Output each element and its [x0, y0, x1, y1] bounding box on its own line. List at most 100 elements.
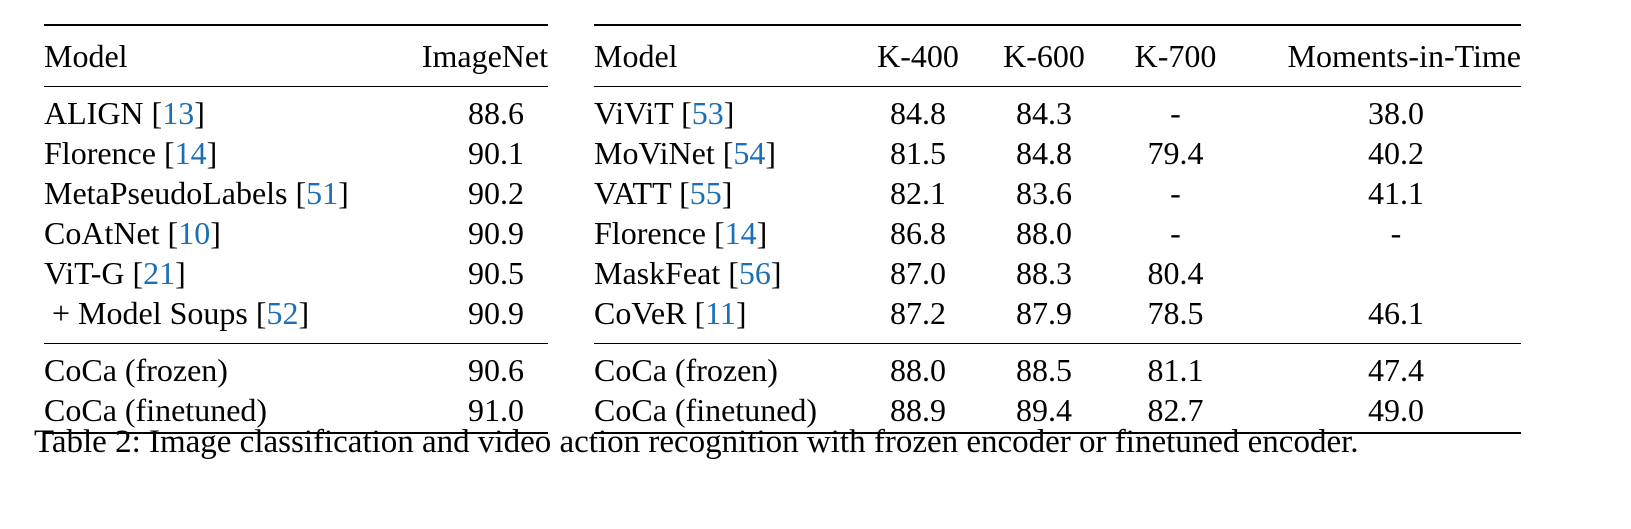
model-name: CoCa (frozen) — [44, 352, 228, 388]
k700-value: 82.7 — [1108, 390, 1243, 434]
k600-value: 88.0 — [1016, 215, 1072, 251]
table-row: ALIGN [13] 88.6 — [44, 87, 548, 134]
citation-link[interactable]: 13 — [162, 95, 195, 131]
k700-value: 79.4 — [1147, 135, 1204, 171]
table-row-coca: CoCa (frozen) 88.0 88.5 81.1 47.4 — [594, 343, 1521, 390]
table-row: MaskFeat [56] 87.0 88.3 80.4 — [594, 253, 1521, 293]
citation-close-bracket: ] — [298, 295, 310, 331]
citation-link[interactable]: 11 — [705, 295, 736, 331]
k400-value: 84.8 — [890, 95, 946, 131]
k600-value: 87.9 — [1016, 295, 1072, 331]
model-name-cell: Florence [14] — [44, 133, 404, 173]
citation-link[interactable]: 53 — [691, 95, 724, 131]
model-name-cell: VATT [55] — [594, 173, 856, 213]
model-name: MaskFeat — [594, 255, 729, 291]
model-name-cell: CoCa (frozen) — [44, 343, 404, 390]
citation-close-bracket: ] — [770, 255, 782, 291]
citation-link[interactable]: 52 — [266, 295, 299, 331]
table-row: Florence [14] 86.8 88.0 - - — [594, 213, 1521, 253]
k700-value: 81.1 — [1108, 343, 1243, 390]
citation-link[interactable]: 21 — [143, 255, 176, 291]
citation-close-bracket: ] — [756, 215, 768, 251]
model-name-cell: CoCa (finetuned) — [44, 390, 404, 434]
table-row: VATT [55] 82.1 83.6 - 41.1 — [594, 173, 1521, 213]
citation-link[interactable]: 14 — [174, 135, 207, 171]
model-name-cell: Florence [14] — [594, 213, 856, 253]
k700-value: - — [1170, 95, 1181, 131]
model-name-cell: ViViT [53] — [594, 87, 856, 134]
column-header-k400: K-400 — [856, 25, 980, 87]
moments-in-time-value: 41.1 — [1368, 175, 1424, 211]
moments-in-time-value: 46.1 — [1368, 295, 1424, 331]
moments-in-time-value — [1243, 253, 1521, 293]
table-row-coca: CoCa (frozen) 90.6 — [44, 343, 548, 390]
column-header-k600: K-600 — [980, 25, 1108, 87]
model-name: ALIGN — [44, 95, 152, 131]
model-name-cell: ALIGN [13] — [44, 87, 404, 134]
column-header-k700: K-700 — [1108, 25, 1243, 87]
k600-value: 84.3 — [1016, 95, 1072, 131]
citation-close-bracket: ] — [175, 255, 186, 291]
citation-link[interactable]: 10 — [178, 215, 211, 251]
citation-close-bracket: ] — [210, 215, 221, 251]
citation-link[interactable]: 51 — [306, 175, 339, 211]
imagenet-value: 90.1 — [468, 135, 524, 171]
moments-in-time-value: 38.0 — [1368, 95, 1424, 131]
table-row: ViViT [53] 84.8 84.3 - 38.0 — [594, 87, 1521, 134]
model-name-cell: CoVeR [11] — [594, 293, 856, 344]
model-name-cell: ViT-G [21] — [44, 253, 404, 293]
k700-value: - — [1170, 175, 1181, 211]
citation-close-bracket: ] — [765, 135, 777, 171]
citation-open-bracket: [ — [167, 215, 179, 251]
model-name: MoViNet — [594, 135, 723, 171]
table-row: CoAtNet [10] 90.9 — [44, 213, 548, 253]
k600-value: 88.3 — [1016, 255, 1072, 291]
model-name-cell: CoAtNet [10] — [44, 213, 404, 253]
table-row: Florence [14] 90.1 — [44, 133, 548, 173]
model-name: CoCa (finetuned) — [594, 392, 818, 428]
imagenet-value: 91.0 — [404, 390, 548, 434]
table-row: MetaPseudoLabels [51] 90.2 — [44, 173, 548, 213]
model-name-cell: MoViNet [54] — [594, 133, 856, 173]
imagenet-value: 88.6 — [468, 95, 524, 131]
citation-close-bracket: ] — [338, 175, 349, 211]
model-name-cell: CoCa (frozen) — [594, 343, 856, 390]
citation-link[interactable]: 54 — [733, 135, 766, 171]
column-header-moments-in-time: Moments-in-Time — [1243, 25, 1521, 87]
citation-close-bracket: ] — [721, 175, 733, 211]
table-row: MoViNet [54] 81.5 84.8 79.4 40.2 — [594, 133, 1521, 173]
table-row-coca: CoCa (finetuned) 88.9 89.4 82.7 49.0 — [594, 390, 1521, 434]
imagenet-table: Model ImageNet ALIGN [13] 88.6 Florence [1… — [44, 24, 548, 434]
moments-in-time-value: 47.4 — [1243, 343, 1521, 390]
citation-open-bracket: [ — [132, 255, 144, 291]
imagenet-value: 90.9 — [468, 215, 524, 251]
model-name: + Model Soups — [44, 295, 256, 331]
model-name: VATT — [594, 175, 680, 211]
citation-open-bracket: [ — [295, 175, 307, 211]
moments-in-time-value: - — [1390, 215, 1402, 251]
citation-open-bracket: [ — [681, 95, 692, 131]
k600-value: 84.8 — [1016, 135, 1072, 171]
citation-open-bracket: [ — [255, 295, 267, 331]
video-action-table: Model K-400 K-600 K-700 Moments-in-Time … — [594, 24, 1521, 434]
k400-value: 86.8 — [890, 215, 946, 251]
model-name: CoCa (finetuned) — [44, 392, 268, 428]
citation-link[interactable]: 14 — [724, 215, 757, 251]
k400-value: 87.2 — [890, 295, 946, 331]
citation-close-bracket: ] — [206, 135, 218, 171]
imagenet-value: 90.9 — [468, 295, 524, 331]
imagenet-value: 90.2 — [468, 175, 524, 211]
k600-value: 88.5 — [980, 343, 1108, 390]
citation-open-bracket: [ — [163, 135, 175, 171]
model-name: CoVeR — [594, 295, 695, 331]
citation-link[interactable]: 55 — [689, 175, 722, 211]
table-header-row: Model K-400 K-600 K-700 Moments-in-Time — [594, 25, 1521, 87]
imagenet-value: 90.5 — [468, 255, 524, 291]
citation-link[interactable]: 56 — [738, 255, 771, 291]
column-header-imagenet: ImageNet — [404, 25, 548, 87]
table-row: + Model Soups [52] 90.9 — [44, 293, 548, 344]
model-name-cell: CoCa (finetuned) — [594, 390, 856, 434]
moments-in-time-value: 40.2 — [1368, 135, 1424, 171]
k700-value: 78.5 — [1147, 295, 1204, 331]
k600-value: 89.4 — [980, 390, 1108, 434]
